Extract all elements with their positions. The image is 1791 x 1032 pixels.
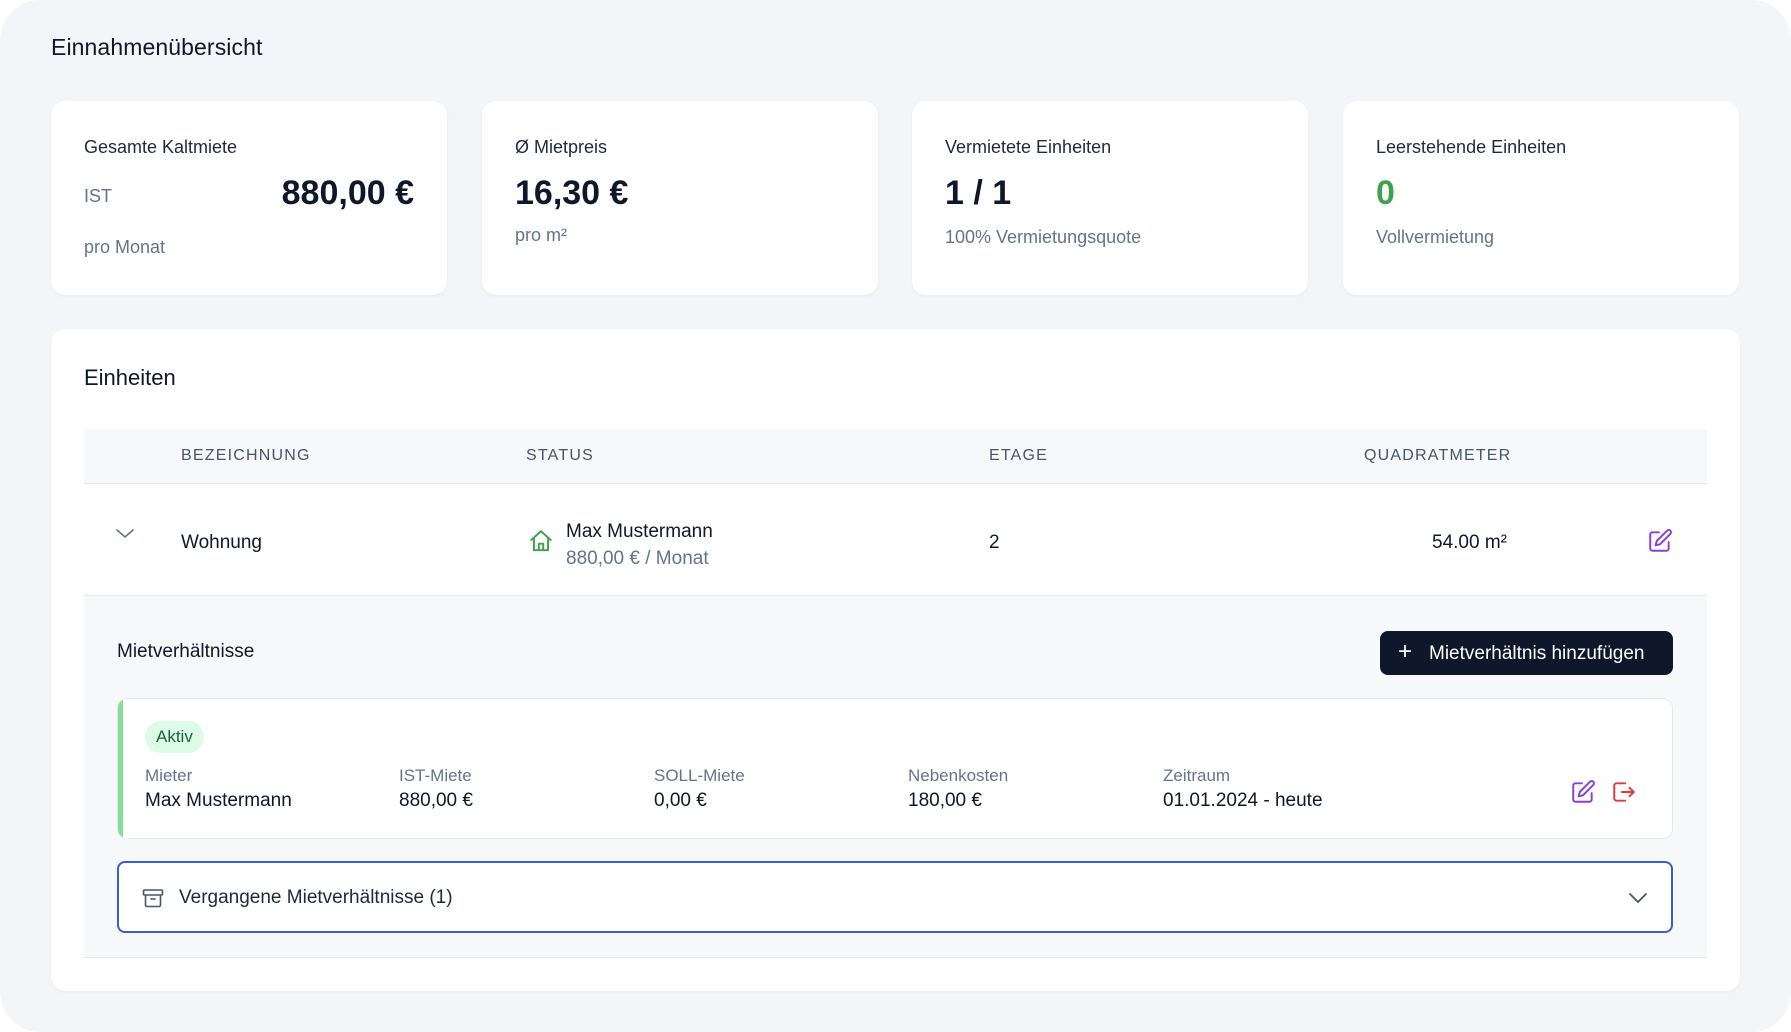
lease-field-value: 01.01.2024 - heute (1163, 790, 1323, 811)
plus-icon: + (1398, 638, 1413, 665)
lease-field-label: Zeitraum (1163, 766, 1231, 785)
lease-section-title: Mietverhältnisse (117, 641, 255, 662)
lease-field-label: SOLL-Miete (654, 766, 745, 785)
stat-value: 1 / 1 (945, 174, 1012, 212)
edit-icon[interactable] (1570, 779, 1596, 805)
stat-label: Gesamte Kaltmiete (84, 137, 238, 157)
stat-sub: pro Monat (84, 237, 166, 257)
past-leases-toggle[interactable]: Vergangene Mietverhältnisse (1) (117, 861, 1673, 933)
unit-area: 54.00 m² (1432, 532, 1507, 553)
column-header-name: BEZEICHNUNG (181, 447, 311, 464)
stat-sub: 100% Vermietungsquote (945, 227, 1142, 247)
unit-name: Wohnung (181, 532, 262, 553)
stat-value: 0 (1376, 174, 1395, 212)
column-header-area: QUADRATMETER (1364, 447, 1512, 464)
units-title: Einheiten (84, 365, 176, 390)
lease-field-label: Nebenkosten (908, 766, 1009, 785)
archive-icon (142, 889, 164, 908)
lease-field-value: 880,00 € (399, 790, 473, 811)
stat-card-avg-price: Ø Mietpreis 16,30 € pro m² (482, 101, 878, 295)
stat-label: Leerstehende Einheiten (1376, 137, 1567, 157)
add-lease-button[interactable]: + Mietverhältnis hinzufügen (1380, 631, 1673, 675)
chevron-down-icon[interactable] (115, 524, 135, 544)
units-panel: Einheiten BEZEICHNUNG STATUS ETAGE QUADR… (51, 329, 1740, 991)
unit-tenant-rent: 880,00 € / Monat (566, 548, 709, 569)
unit-tenant-name: Max Mustermann (566, 521, 713, 542)
add-lease-label: Mietverhältnis hinzufügen (1429, 643, 1645, 664)
stat-value: 880,00 € (281, 174, 414, 212)
end-lease-icon[interactable] (1611, 779, 1637, 805)
unit-floor: 2 (989, 532, 1000, 553)
active-lease-card: Aktiv Mieter Max Mustermann IST-Miete 88… (117, 698, 1673, 839)
lease-field-value: 180,00 € (908, 790, 982, 811)
stat-sub: Vollvermietung (1376, 227, 1495, 247)
stat-tag: IST (84, 186, 113, 206)
stat-label: Vermietete Einheiten (945, 137, 1112, 157)
table-row[interactable]: Wohnung Max Mustermann 880,00 € / Monat … (84, 484, 1707, 596)
stat-label: Ø Mietpreis (515, 137, 608, 157)
lease-field-label: IST-Miete (399, 766, 472, 785)
lease-section: Mietverhältnisse + Mietverhältnis hinzuf… (84, 596, 1707, 958)
status-badge: Aktiv (145, 721, 204, 753)
page-title: Einnahmenübersicht (51, 34, 263, 60)
active-accent-bar (118, 699, 123, 838)
column-header-floor: ETAGE (989, 447, 1049, 464)
table-header: BEZEICHNUNG STATUS ETAGE QUADRATMETER (84, 429, 1707, 484)
edit-icon[interactable] (1647, 528, 1673, 554)
lease-field-value: Max Mustermann (145, 790, 292, 811)
past-leases-label: Vergangene Mietverhältnisse (1) (179, 887, 453, 908)
stat-card-vacant-units: Leerstehende Einheiten 0 Vollvermietung (1343, 101, 1739, 295)
house-icon (530, 530, 552, 552)
lease-field-value: 0,00 € (654, 790, 707, 811)
stat-card-rented-units: Vermietete Einheiten 1 / 1 100% Vermietu… (912, 101, 1308, 295)
column-header-status: STATUS (526, 447, 594, 464)
stat-sub: pro m² (515, 225, 568, 245)
stat-value: 16,30 € (515, 174, 629, 212)
stat-card-total-rent: Gesamte Kaltmiete IST 880,00 € pro Monat (51, 101, 447, 295)
chevron-down-icon[interactable] (1627, 887, 1649, 909)
lease-field-label: Mieter (145, 766, 193, 785)
